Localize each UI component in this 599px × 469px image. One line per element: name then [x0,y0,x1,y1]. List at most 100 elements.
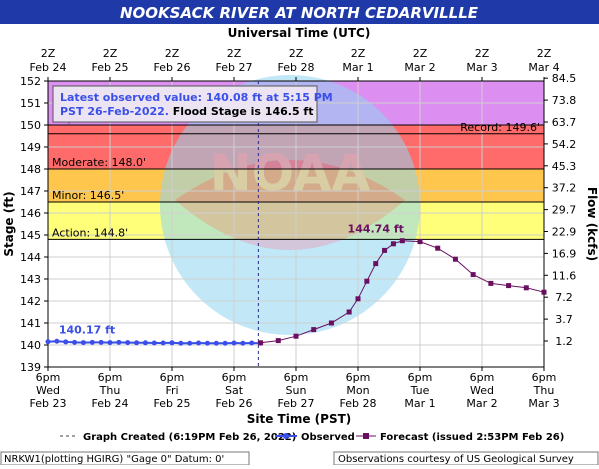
bottom-tick-label: 6pm [98,371,123,384]
top-tick-label: 2Z [41,47,56,60]
bottom-tick-label: Feb 26 [216,397,253,410]
flow-tick-label: 37.2 [552,182,577,195]
top-tick-label: 2Z [413,47,428,60]
bottom-tick-label: 6pm [346,371,371,384]
chart-title: NOOKSACK RIVER AT NORTH CEDARVILLLE [120,4,479,22]
observed-point [231,340,237,346]
bottom-tick-label: Mar 3 [528,397,559,410]
series: 140.17 ft 144.74 ft [45,223,547,346]
top-tick-label: 2Z [165,47,180,60]
legend-graph-created: Graph Created (6:19PM Feb 26, 2022) [83,432,296,443]
bottom-tick-label: 6pm [408,371,433,384]
bottom-tick-label: Feb 23 [30,397,67,410]
top-tick-label: 2Z [537,47,552,60]
flow-tick-label: 11.6 [552,269,577,282]
y-tick-label: 147 [20,185,41,198]
flow-tick-label: 16.9 [552,247,577,260]
info-line2: PST 26-Feb-2022. Flood Stage is 146.5 ft [60,105,313,118]
y-tick-label: 151 [20,97,41,110]
threshold-label: Moderate: 148.0' [52,156,146,169]
info-box-bg [52,85,318,123]
y-tick-label: 152 [20,75,41,88]
footer-left: NRKW1(plotting HGIRG) "Gage 0" Datum: 0' [4,454,224,465]
forecast-point [311,327,317,333]
bottom-tick-label: Tue [410,384,430,397]
bottom-tick-label: Sun [286,384,307,397]
forecast-point [373,261,379,267]
forecast-point [293,333,299,339]
y-tick-label: 150 [20,119,41,132]
observed-point [169,340,175,346]
top-tick-date: Feb 25 [92,61,129,74]
bottom-tick-label: Thu [533,384,555,397]
forecast-point [364,278,370,284]
top-tick-label: 2Z [103,47,118,60]
observed-point [116,339,122,345]
watermark-bird [175,160,405,250]
observed-point [72,339,78,345]
observed-point [89,339,95,345]
forecast-point [452,256,458,262]
observed-point [151,340,157,346]
forecast-point [355,296,361,302]
legend-forecast-marker [363,433,369,439]
forecast-point [417,239,423,245]
y-tick-label: 148 [20,163,41,176]
footer-right: Observations courtesy of US Geological S… [338,454,574,465]
top-tick-date: Feb 27 [216,61,253,74]
observed-point [187,340,193,346]
threshold-label: Minor: 146.5' [52,189,124,202]
observed-point [63,339,69,345]
observed-point [204,340,210,346]
y-tick-label: 146 [20,207,41,220]
forecast-point [258,340,264,346]
bottom-tick-label: Mon [346,384,369,397]
flow-tick-label: 3.7 [555,313,573,326]
bottom-tick-label: Feb 25 [154,397,191,410]
forecast-point [470,272,476,278]
top-tick-label: 2Z [227,47,242,60]
observed-point [45,339,51,345]
threshold-label: Record: 149.6' [460,121,540,134]
legend-observed-marker [283,433,289,439]
top-tick-label: 2Z [289,47,304,60]
forecast-point [488,280,494,286]
noaa-watermark: NOAA [160,75,420,335]
flow-tick-label: 54.2 [552,138,577,151]
y-tick-label: 143 [20,273,41,286]
bottom-tick-label: Feb 27 [278,397,315,410]
flow-tick-label: 1.2 [555,335,573,348]
watermark-circle [160,75,420,335]
top-tick-date: Mar 4 [528,61,559,74]
info-line2-date: PST 26-Feb-2022. [60,105,169,118]
forecast-point [382,247,388,253]
y-axis-right-title: Flow (kcfs) [585,187,599,261]
y-tick-label: 139 [20,361,41,374]
bottom-tick-label: Feb 28 [340,397,377,410]
observed-point [240,340,246,346]
bottom-tick-label: 6pm [470,371,495,384]
observed-point [142,340,148,346]
bottom-tick-label: Sat [225,384,244,397]
grid-lines [48,81,544,367]
latest-value-box: Latest observed value: 140.08 ft at 5:15… [52,85,333,123]
observed-point [196,340,202,346]
forecast-point [541,289,547,295]
bottom-tick-label: 6pm [222,371,247,384]
forecast-point [346,309,352,315]
observed-point [80,340,86,346]
legend: Graph Created (6:19PM Feb 26, 2022) Obse… [60,432,564,443]
observed-point [98,339,104,345]
flow-tick-label: 73.8 [552,94,577,107]
forecast-point [506,283,512,289]
bottom-tick-label: 6pm [532,371,557,384]
y-tick-label: 142 [20,295,41,308]
bottom-tick-label: Wed [36,384,60,397]
forecast-point [435,245,441,251]
forecast-point [390,241,396,247]
forecast-point [399,238,405,244]
forecast-line [260,240,545,344]
forecast-point [523,285,529,291]
observed-point [160,340,166,346]
